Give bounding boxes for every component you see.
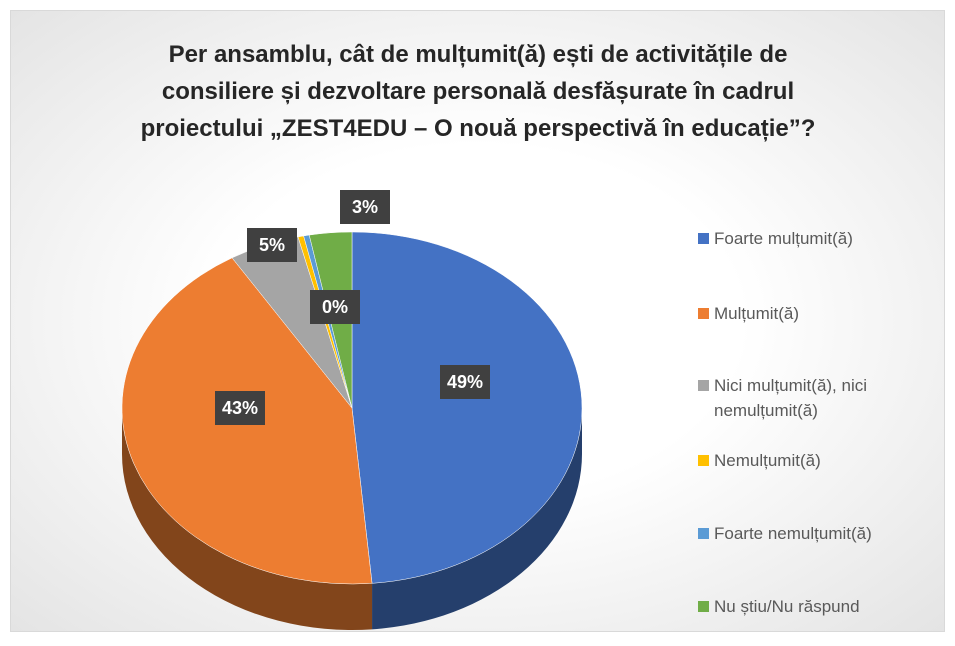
legend-item: Foarte nemulțumit(ă) — [698, 521, 943, 546]
legend-swatch — [698, 233, 709, 244]
legend-label: Foarte mulțumit(ă) — [714, 229, 853, 248]
legend-label: Foarte nemulțumit(ă) — [714, 524, 872, 543]
value-label-box — [310, 290, 360, 324]
legend-item: Mulțumit(ă) — [698, 301, 943, 326]
legend-label: Nu știu/Nu răspund — [714, 597, 860, 616]
legend-label: Mulțumit(ă) — [714, 304, 800, 323]
slice — [351, 231, 583, 584]
value-label-box — [340, 190, 390, 224]
legend-item: Nici mulțumit(ă), nici nemulțumit(ă) — [698, 373, 943, 423]
slice-side — [122, 408, 373, 630]
value-label: 5% — [259, 235, 285, 255]
legend-item: Nu știu/Nu răspund — [698, 594, 943, 619]
legend-label: Nemulțumit(ă) — [714, 451, 821, 470]
value-label-box — [215, 391, 265, 425]
value-label-box — [440, 365, 490, 399]
value-label-box — [247, 228, 297, 262]
legend-label: Nici mulțumit(ă), nici nemulțumit(ă) — [714, 376, 868, 420]
legend-item: Nemulțumit(ă) — [698, 448, 943, 473]
legend-swatch — [698, 455, 709, 466]
chart-title: Per ansamblu, cât de mulțumit(ă) ești de… — [140, 41, 816, 142]
legend-swatch — [698, 380, 709, 391]
legend-swatch — [698, 308, 709, 319]
value-label: 43% — [222, 398, 258, 418]
slice-side — [372, 408, 582, 630]
value-label: 0% — [322, 297, 348, 317]
legend-item: Foarte mulțumit(ă) — [698, 226, 943, 251]
value-label: 49% — [447, 372, 483, 392]
legend-swatch — [698, 528, 709, 539]
legend-swatch — [698, 601, 709, 612]
value-label: 3% — [352, 197, 378, 217]
